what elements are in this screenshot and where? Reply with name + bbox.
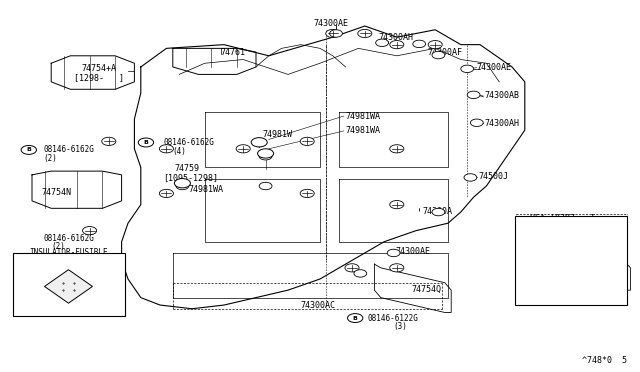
Circle shape xyxy=(174,179,191,188)
Text: INSULATOR-FUSIBLE: INSULATOR-FUSIBLE xyxy=(29,248,108,257)
Circle shape xyxy=(376,39,388,46)
Circle shape xyxy=(176,182,189,190)
Circle shape xyxy=(413,40,426,48)
Circle shape xyxy=(21,145,36,154)
Text: 74754Q: 74754Q xyxy=(412,285,442,294)
Text: 74982R: 74982R xyxy=(47,307,77,316)
Circle shape xyxy=(259,182,272,190)
Circle shape xyxy=(326,29,340,38)
Text: [1095-1298]: [1095-1298] xyxy=(163,173,218,182)
Text: B: B xyxy=(143,140,148,145)
Text: 74754+A: 74754+A xyxy=(82,64,117,73)
Text: 74981WA: 74981WA xyxy=(346,126,381,135)
Circle shape xyxy=(387,249,400,257)
Text: 74981WA: 74981WA xyxy=(189,185,224,194)
Text: 74300AH: 74300AH xyxy=(379,33,414,42)
Circle shape xyxy=(330,30,342,37)
Text: 74300AE: 74300AE xyxy=(396,247,431,256)
Circle shape xyxy=(345,264,359,272)
Text: 74754N: 74754N xyxy=(42,188,72,197)
Text: 74759: 74759 xyxy=(174,164,199,173)
Text: 08146-6122G: 08146-6122G xyxy=(368,314,419,323)
Circle shape xyxy=(390,201,404,209)
Circle shape xyxy=(259,153,272,160)
Text: [1298-   ]: [1298- ] xyxy=(74,74,124,83)
Polygon shape xyxy=(45,270,92,303)
Text: (2): (2) xyxy=(44,154,58,163)
Text: 74981W: 74981W xyxy=(262,130,292,139)
Circle shape xyxy=(432,51,445,59)
Circle shape xyxy=(300,137,314,145)
Bar xyxy=(515,216,627,305)
Text: 74300AE: 74300AE xyxy=(477,63,512,72)
Circle shape xyxy=(390,41,404,49)
Text: (4): (4) xyxy=(173,147,187,156)
Circle shape xyxy=(461,65,474,73)
Circle shape xyxy=(159,145,173,153)
Text: 74750: 74750 xyxy=(548,232,573,241)
Text: 74754Q: 74754Q xyxy=(590,266,620,275)
Circle shape xyxy=(432,208,445,216)
Circle shape xyxy=(467,91,480,99)
Text: 74761: 74761 xyxy=(221,48,246,57)
Circle shape xyxy=(300,189,314,198)
Circle shape xyxy=(236,145,250,153)
Circle shape xyxy=(83,227,97,235)
Bar xyxy=(13,253,125,316)
Text: 74500J: 74500J xyxy=(479,172,509,181)
Text: ^748*0  5: ^748*0 5 xyxy=(582,356,627,365)
Text: 08146-6162G: 08146-6162G xyxy=(44,145,94,154)
Circle shape xyxy=(138,138,154,147)
Circle shape xyxy=(390,264,404,272)
Circle shape xyxy=(358,29,372,38)
Text: 74300AC: 74300AC xyxy=(301,301,336,310)
Text: B: B xyxy=(26,147,31,153)
Circle shape xyxy=(257,149,274,158)
Circle shape xyxy=(470,119,483,126)
Text: 74300AH: 74300AH xyxy=(484,119,520,128)
Circle shape xyxy=(428,41,442,49)
Circle shape xyxy=(102,137,116,145)
Circle shape xyxy=(348,314,363,323)
Text: (3): (3) xyxy=(394,322,408,331)
Circle shape xyxy=(354,270,367,277)
Circle shape xyxy=(464,174,477,181)
Text: 08146-6162G: 08146-6162G xyxy=(163,138,214,147)
Text: <USA>[0797-  ]: <USA>[0797- ] xyxy=(525,213,595,222)
Text: B: B xyxy=(353,315,358,321)
Text: 74300AB: 74300AB xyxy=(484,92,520,100)
Text: 74300A: 74300A xyxy=(422,207,452,216)
Text: 08146-6162G: 08146-6162G xyxy=(44,234,94,243)
Circle shape xyxy=(159,189,173,198)
Text: 74300AF: 74300AF xyxy=(428,48,463,57)
Circle shape xyxy=(252,138,268,147)
Text: 74300AE: 74300AE xyxy=(314,19,349,28)
Text: (2): (2) xyxy=(51,242,65,251)
Circle shape xyxy=(390,145,404,153)
Text: 74981WA: 74981WA xyxy=(346,112,381,121)
